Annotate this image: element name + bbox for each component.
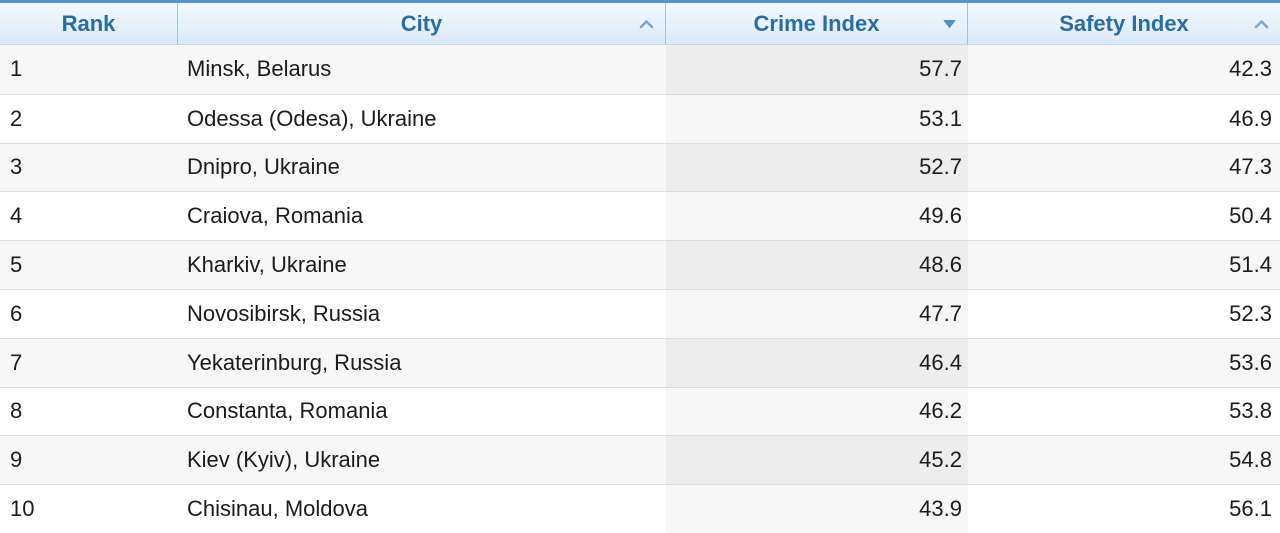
crime-index-table: Rank City Crime Index Safety Index	[0, 3, 1280, 533]
crime-index-cell: 46.2	[666, 386, 968, 436]
crime-index-cell: 46.4	[666, 337, 968, 387]
table-row: 1 Minsk, Belarus 57.7 42.3	[0, 45, 1280, 94]
safety-index-cell: 46.9	[968, 93, 1280, 143]
city-cell: Odessa (Odesa), Ukraine	[178, 93, 666, 143]
column-header-crime-index-label: Crime Index	[753, 10, 880, 36]
table-row: 6 Novosibirsk, Russia 47.7 52.3	[0, 288, 1280, 338]
city-cell: Constanta, Romania	[178, 386, 666, 436]
column-header-safety-index[interactable]: Safety Index	[968, 3, 1280, 45]
city-sort-chevron-up-icon	[639, 19, 654, 28]
rank-cell: 7	[0, 337, 178, 387]
table-row: 10 Chisinau, Moldova 43.9 56.1	[0, 484, 1280, 533]
rank-cell: 6	[0, 288, 178, 338]
table-row: 2 Odessa (Odesa), Ukraine 53.1 46.9	[0, 93, 1280, 143]
rank-cell: 8	[0, 386, 178, 436]
column-header-city[interactable]: City	[178, 3, 666, 45]
crime-index-cell: 48.6	[666, 240, 968, 289]
rank-cell: 4	[0, 191, 178, 241]
city-cell: Chisinau, Moldova	[178, 484, 666, 533]
city-cell: Craiova, Romania	[178, 191, 666, 241]
safety-index-cell: 52.3	[968, 288, 1280, 338]
crime-index-cell: 53.1	[666, 93, 968, 143]
city-cell: Yekaterinburg, Russia	[178, 337, 666, 387]
table-row: 3 Dnipro, Ukraine 52.7 47.3	[0, 142, 1280, 192]
table-row: 7 Yekaterinburg, Russia 46.4 53.6	[0, 337, 1280, 387]
safety-index-sort-chevron-up-icon	[1254, 19, 1269, 28]
crime-index-cell: 43.9	[666, 484, 968, 533]
rank-cell: 9	[0, 435, 178, 485]
column-header-crime-index[interactable]: Crime Index	[666, 3, 968, 45]
column-header-safety-index-label: Safety Index	[1059, 10, 1189, 36]
rank-cell: 5	[0, 240, 178, 289]
rank-cell: 3	[0, 142, 178, 192]
safety-index-cell: 42.3	[968, 45, 1280, 94]
city-cell: Dnipro, Ukraine	[178, 142, 666, 192]
city-cell: Kiev (Kyiv), Ukraine	[178, 435, 666, 485]
safety-index-cell: 50.4	[968, 191, 1280, 241]
city-cell: Kharkiv, Ukraine	[178, 240, 666, 289]
rank-cell: 2	[0, 93, 178, 143]
safety-index-cell: 53.6	[968, 337, 1280, 387]
crime-index-cell: 52.7	[666, 142, 968, 192]
safety-index-cell: 51.4	[968, 240, 1280, 289]
crime-index-sort-desc-triangle-icon	[943, 19, 956, 28]
crime-index-cell: 57.7	[666, 45, 968, 94]
header-row: Rank City Crime Index Safety Index	[0, 3, 1280, 45]
table-row: 4 Craiova, Romania 49.6 50.4	[0, 191, 1280, 241]
table-row: 8 Constanta, Romania 46.2 53.8	[0, 386, 1280, 436]
city-cell: Minsk, Belarus	[178, 45, 666, 94]
table-row: 9 Kiev (Kyiv), Ukraine 45.2 54.8	[0, 435, 1280, 485]
table-top-accent-bar	[0, 0, 1280, 3]
column-header-rank-label: Rank	[61, 10, 116, 36]
crime-index-cell: 49.6	[666, 191, 968, 241]
crime-index-cell: 47.7	[666, 288, 968, 338]
rank-cell: 10	[0, 484, 178, 533]
safety-index-cell: 56.1	[968, 484, 1280, 533]
city-cell: Novosibirsk, Russia	[178, 288, 666, 338]
safety-index-cell: 53.8	[968, 386, 1280, 436]
safety-index-cell: 54.8	[968, 435, 1280, 485]
table-row: 5 Kharkiv, Ukraine 48.6 51.4	[0, 240, 1280, 289]
crime-index-cell: 45.2	[666, 435, 968, 485]
column-header-rank: Rank	[0, 3, 178, 45]
rank-cell: 1	[0, 45, 178, 94]
column-header-city-label: City	[400, 10, 443, 36]
safety-index-cell: 47.3	[968, 142, 1280, 192]
